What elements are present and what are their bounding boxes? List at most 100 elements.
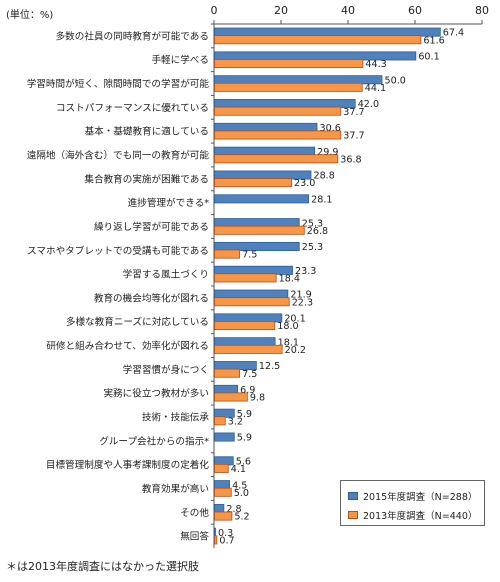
category-label-10: 学習する風土づくり <box>123 269 209 281</box>
bar-s0-7 <box>214 194 310 204</box>
data-label-s0-15: 6.9 <box>240 385 255 396</box>
category-label-19: 教育効果が高い <box>142 483 209 495</box>
data-label-s1-8: 26.8 <box>307 226 328 237</box>
category-label-14: 学習習慣が身につく <box>123 364 209 376</box>
data-label-s0-17: 5.9 <box>237 433 252 444</box>
bar-s1-5 <box>214 154 339 164</box>
bar-s1-3 <box>214 106 342 116</box>
category-label-12: 多様な教育ニーズに対応している <box>66 316 209 328</box>
bar-s0-21 <box>214 527 216 537</box>
data-label-s0-4: 30.6 <box>320 123 341 134</box>
category-label-8: 繰り返し学習が可能である <box>94 221 209 233</box>
data-label-s0-21: 0.3 <box>218 528 233 539</box>
bar-s1-13 <box>214 344 283 354</box>
category-label-13: 研修と組み合わせて、効率化が図れる <box>46 340 209 352</box>
data-label-s0-10: 23.3 <box>295 266 316 277</box>
x-tick-label-0: 0 <box>211 4 218 17</box>
bar-s0-15 <box>214 384 239 394</box>
data-label-s1-16: 3.2 <box>228 416 243 427</box>
data-label-s0-14: 12.5 <box>259 361 280 372</box>
legend-item-2015: 2015年度調査（N=288） <box>348 489 477 503</box>
unit-label: (単位：%) <box>6 10 54 21</box>
data-label-s1-19: 5.0 <box>234 488 249 499</box>
category-label-6: 集合教育の実施が困難である <box>84 173 209 185</box>
bar-s1-4 <box>214 130 342 140</box>
bar-s0-13 <box>214 337 276 347</box>
bar-s1-1 <box>214 59 364 69</box>
bar-s0-12 <box>214 313 283 323</box>
bar-s0-0 <box>214 27 441 37</box>
legend-swatch-2015 <box>348 492 358 500</box>
data-label-s1-10: 18.4 <box>279 273 300 284</box>
bar-s1-14 <box>214 368 241 378</box>
data-label-s1-6: 23.0 <box>294 178 315 189</box>
data-label-s1-2: 44.1 <box>365 83 386 94</box>
bar-s0-11 <box>214 289 289 299</box>
category-label-9: スマホやタブレットでの受講も可能である <box>27 245 209 257</box>
bar-s1-2 <box>214 82 363 92</box>
x-tick-label-4: 80 <box>475 4 489 17</box>
bar-s0-19 <box>214 480 230 490</box>
bar-s1-18 <box>214 463 229 473</box>
bar-s1-0 <box>214 35 422 45</box>
x-tick-label-1: 20 <box>274 4 288 17</box>
bar-s1-20 <box>214 511 233 521</box>
x-tick-label-3: 60 <box>408 4 422 17</box>
bar-s1-8 <box>214 225 305 235</box>
data-label-s1-14: 7.5 <box>242 369 257 380</box>
category-label-21: 無回答 <box>180 531 209 543</box>
bar-s1-9 <box>214 249 241 259</box>
bar-s0-3 <box>214 99 356 109</box>
data-label-s0-11: 21.9 <box>290 290 311 301</box>
legend-label-2013: 2013年度調査（N=440） <box>363 511 478 522</box>
category-label-15: 実務に役立つ教材が多い <box>103 388 209 400</box>
data-label-s0-1: 60.1 <box>418 52 439 63</box>
data-label-s0-2: 50.0 <box>385 75 406 86</box>
data-label-s1-3: 37.7 <box>343 107 364 118</box>
category-label-0: 多数の社員の同時教育が可能である <box>56 30 209 42</box>
bar-s1-12 <box>214 321 276 331</box>
legend-swatch-2013 <box>348 511 358 519</box>
footnote: ＊は2013年度調査にはなかった選択肢 <box>6 560 199 573</box>
bar-s0-2 <box>214 75 383 85</box>
data-label-s0-5: 29.9 <box>317 147 338 158</box>
category-label-16: 技術・技能伝承 <box>142 412 210 424</box>
data-label-s1-5: 36.8 <box>340 154 361 165</box>
data-label-s0-9: 25.3 <box>302 242 323 253</box>
data-label-s0-18: 5.6 <box>236 456 251 467</box>
category-label-5: 遠隔地（海外含む）でも同一の教育が可能 <box>27 150 210 162</box>
category-label-17: グループ会社からの指示* <box>99 435 209 447</box>
data-label-s1-18: 4.1 <box>231 464 246 475</box>
category-label-3: コストパフォーマンスに優れている <box>56 102 209 114</box>
data-label-s0-8: 25.3 <box>302 218 323 229</box>
data-label-s0-19: 4.5 <box>232 480 247 491</box>
data-label-s0-6: 28.8 <box>313 171 334 182</box>
bar-s0-20 <box>214 503 225 513</box>
bar-s0-4 <box>214 122 318 132</box>
bar-s1-10 <box>214 273 277 283</box>
bar-s1-6 <box>214 178 292 188</box>
category-label-1: 手軽に学べる <box>151 54 209 66</box>
data-label-s0-0: 67.4 <box>443 28 464 39</box>
bar-s0-8 <box>214 218 300 228</box>
data-label-s1-20: 5.2 <box>234 512 249 523</box>
data-label-s1-9: 7.5 <box>242 250 257 261</box>
data-label-s0-16: 5.9 <box>237 409 252 420</box>
data-label-s1-4: 37.7 <box>343 131 364 142</box>
bar-s1-11 <box>214 297 290 307</box>
data-label-s0-7: 28.1 <box>311 194 332 205</box>
bar-s0-9 <box>214 241 300 251</box>
data-label-s1-11: 22.3 <box>292 297 313 308</box>
data-label-s0-3: 42.0 <box>358 99 379 110</box>
category-label-18: 目標管理制度や人事考課制度の定着化 <box>46 459 209 471</box>
data-label-s1-15: 9.8 <box>250 393 265 404</box>
data-label-s1-1: 44.3 <box>365 59 386 70</box>
data-label-s1-0: 61.6 <box>423 35 444 46</box>
bar-s0-5 <box>214 146 316 156</box>
bar-s1-19 <box>214 487 232 497</box>
data-label-s1-21: 0.7 <box>219 535 234 546</box>
category-label-7: 進捗管理ができる* <box>128 197 210 209</box>
legend: 2015年度調査（N=288） 2013年度調査（N=440） <box>340 480 485 526</box>
legend-item-2013: 2013年度調査（N=440） <box>348 508 477 522</box>
